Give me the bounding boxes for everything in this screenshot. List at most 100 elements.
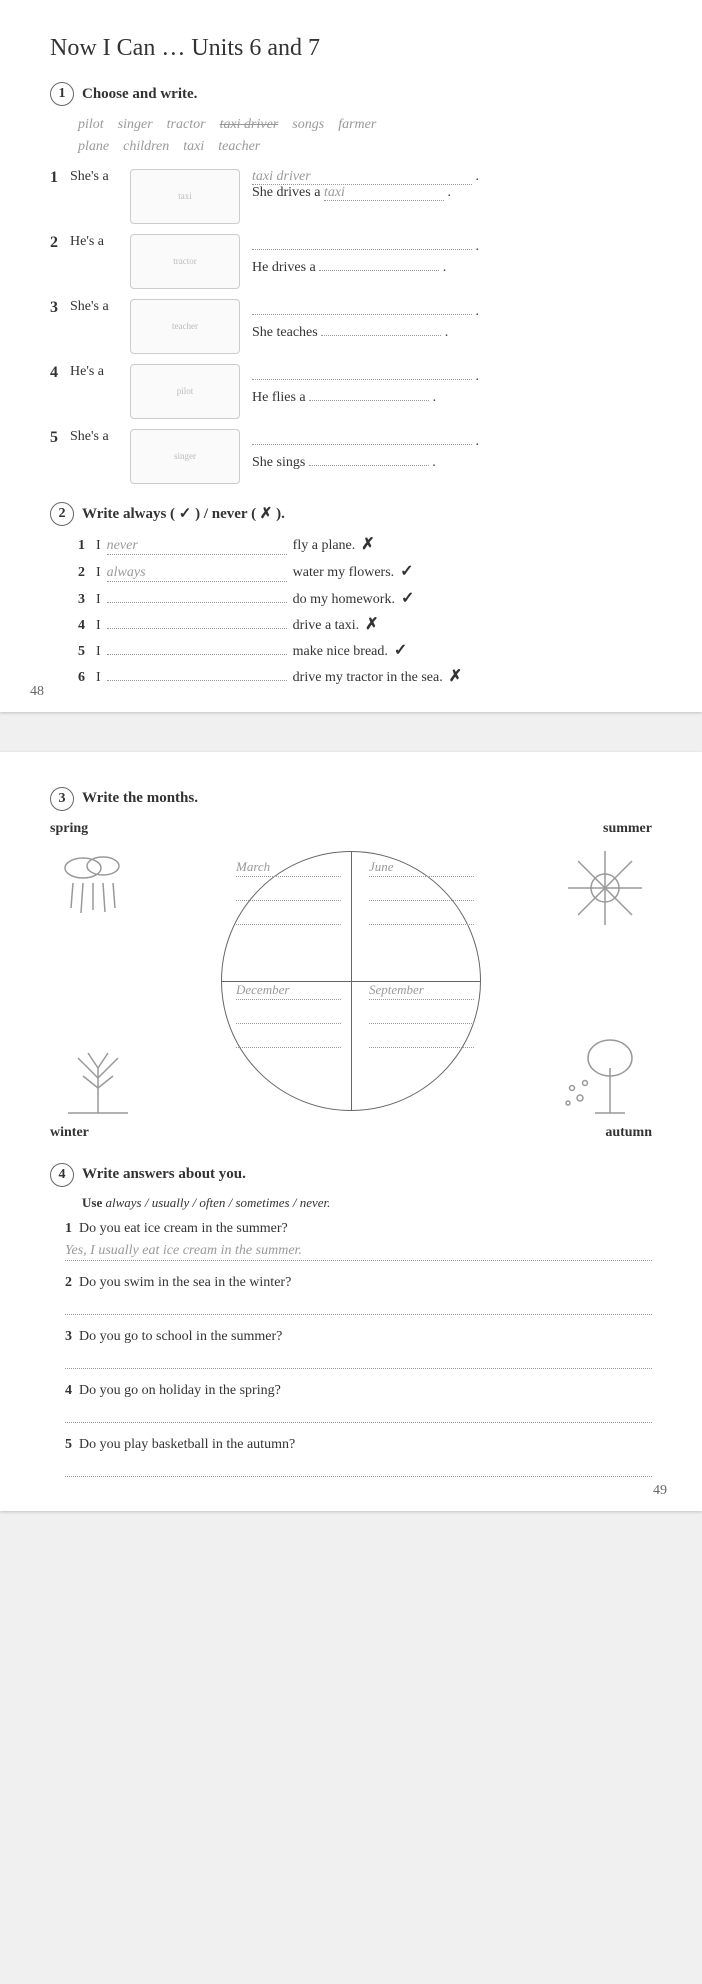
answer-blank-2[interactable] xyxy=(309,450,429,466)
item-number: 2 xyxy=(65,1275,72,1290)
answer-blank[interactable]: always xyxy=(107,565,287,582)
item-rest: water my flowers. xyxy=(293,565,394,581)
item-rest: make nice bread. xyxy=(293,644,388,660)
answer-blank-1[interactable] xyxy=(252,429,472,445)
answer-blank[interactable] xyxy=(107,602,287,603)
item-number: 5 xyxy=(78,644,96,660)
exercise-2-rows: 1 I never fly a plane. ✗ 2 I always wate… xyxy=(50,534,652,686)
answer-blank-1[interactable] xyxy=(252,299,472,315)
exercise-number: 2 xyxy=(50,502,74,526)
exercise-4-item: 5 Do you play basketball in the autumn? xyxy=(65,1437,652,1477)
item-stem: I xyxy=(96,565,101,581)
mark-icon: ✓ xyxy=(401,588,414,608)
item-stem: I xyxy=(96,538,101,554)
item-number: 5 xyxy=(65,1437,72,1452)
item-stem: He's a xyxy=(70,364,130,380)
struck-word: taxi driver xyxy=(220,117,279,132)
answer-line[interactable] xyxy=(65,1457,652,1477)
item-number: 2 xyxy=(50,234,70,252)
spring-icon xyxy=(50,841,145,936)
item-stem: I xyxy=(96,592,101,608)
illustration-icon: taxi xyxy=(130,169,240,224)
item-number: 4 xyxy=(78,618,96,634)
answer-blank-2[interactable] xyxy=(309,385,429,401)
item-number: 4 xyxy=(50,364,70,382)
answer-blank[interactable] xyxy=(107,628,287,629)
exercise-2-item: 3 I do my homework. ✓ xyxy=(78,588,652,608)
worksheet-page-2: 3 Write the months. spring summer winter… xyxy=(0,752,702,1511)
item-stem: I xyxy=(96,644,101,660)
winter-months[interactable]: December xyxy=(236,976,341,1054)
item-stem: She's a xyxy=(70,299,130,315)
exercise-1-item: 1 She's a taxi taxi driver . She drives … xyxy=(50,169,652,224)
exercise-1-header: 1 Choose and write. xyxy=(50,82,652,106)
question-text: Do you eat ice cream in the summer? xyxy=(79,1221,288,1236)
question-text: Do you go to school in the summer? xyxy=(79,1329,282,1344)
mark-icon: ✗ xyxy=(365,614,378,634)
item-stem: She's a xyxy=(70,429,130,445)
exercise-3-header: 3 Write the months. xyxy=(50,787,652,811)
exercise-2-item: 5 I make nice bread. ✓ xyxy=(78,640,652,660)
mark-icon: ✗ xyxy=(361,534,374,554)
mark-icon: ✓ xyxy=(394,640,407,660)
exercise-2-header: 2 Write always ( ✓ ) / never ( ✗ ). xyxy=(50,502,652,526)
item-rest: fly a plane. xyxy=(293,538,356,554)
answer-blank-1[interactable] xyxy=(252,364,472,380)
item-number: 1 xyxy=(50,169,70,187)
page-title: Now I Can … Units 6 and 7 xyxy=(50,35,652,62)
autumn-months[interactable]: September xyxy=(369,976,474,1054)
exercise-2-item: 2 I always water my flowers. ✓ xyxy=(78,561,652,582)
worksheet-page-1: Now I Can … Units 6 and 7 1 Choose and w… xyxy=(0,0,702,712)
item-rest: do my homework. xyxy=(293,592,395,608)
item-number: 5 xyxy=(50,429,70,447)
line-2-stem: She sings xyxy=(252,455,305,470)
summer-icon xyxy=(557,841,652,936)
illustration-icon: tractor xyxy=(130,234,240,289)
line-2-stem: He drives a xyxy=(252,260,316,275)
answer-line[interactable] xyxy=(65,1403,652,1423)
word-bank: pilot singer tractor taxi driver songs f… xyxy=(78,114,652,159)
spring-months[interactable]: March xyxy=(236,853,341,931)
exercise-number: 4 xyxy=(50,1163,74,1187)
illustration-icon: pilot xyxy=(130,364,240,419)
answer-blank[interactable] xyxy=(107,654,287,655)
item-stem: He's a xyxy=(70,234,130,250)
question-text: Do you go on holiday in the spring? xyxy=(79,1383,281,1398)
item-number: 2 xyxy=(78,565,96,581)
item-number: 6 xyxy=(78,670,96,686)
exercise-4-item: 4 Do you go on holiday in the spring? xyxy=(65,1383,652,1423)
answer-line[interactable] xyxy=(65,1295,652,1315)
answer-blank-2[interactable]: taxi xyxy=(324,185,444,201)
answer-blank-2[interactable] xyxy=(319,255,439,271)
exercise-heading: Write always ( ✓ ) / never ( ✗ ). xyxy=(82,504,285,523)
summer-months[interactable]: June xyxy=(369,853,474,931)
illustration-icon: singer xyxy=(130,429,240,484)
answer-blank[interactable] xyxy=(107,680,287,681)
item-rest: drive a taxi. xyxy=(293,618,359,634)
answer-blank-1[interactable] xyxy=(252,234,472,250)
item-stem: She's a xyxy=(70,169,130,185)
autumn-label: autumn xyxy=(605,1125,652,1141)
item-stem: I xyxy=(96,670,101,686)
answer-blank-2[interactable] xyxy=(321,320,441,336)
item-rest: drive my tractor in the sea. xyxy=(293,670,443,686)
mark-icon: ✗ xyxy=(449,666,462,686)
page-number: 48 xyxy=(30,684,44,700)
autumn-icon xyxy=(557,1026,652,1121)
exercise-heading: Write answers about you. xyxy=(82,1166,246,1183)
exercise-4-item: 2 Do you swim in the sea in the winter? xyxy=(65,1275,652,1315)
exercise-number: 3 xyxy=(50,787,74,811)
answer-line[interactable]: Yes, I usually eat ice cream in the summ… xyxy=(65,1241,652,1261)
exercise-1-item: 5 She's a singer . She sings . xyxy=(50,429,652,484)
item-stem: I xyxy=(96,618,101,634)
exercise-heading: Write the months. xyxy=(82,790,198,807)
item-number: 1 xyxy=(65,1221,72,1236)
answer-blank[interactable]: never xyxy=(107,538,287,555)
exercise-1-rows: 1 She's a taxi taxi driver . She drives … xyxy=(50,169,652,484)
mark-icon: ✓ xyxy=(400,561,413,581)
exercise-4-item: 3 Do you go to school in the summer? xyxy=(65,1329,652,1369)
answer-line[interactable] xyxy=(65,1349,652,1369)
item-number: 4 xyxy=(65,1383,72,1398)
answer-blank-1[interactable]: taxi driver xyxy=(252,169,472,185)
line-2-stem: He flies a xyxy=(252,390,306,405)
